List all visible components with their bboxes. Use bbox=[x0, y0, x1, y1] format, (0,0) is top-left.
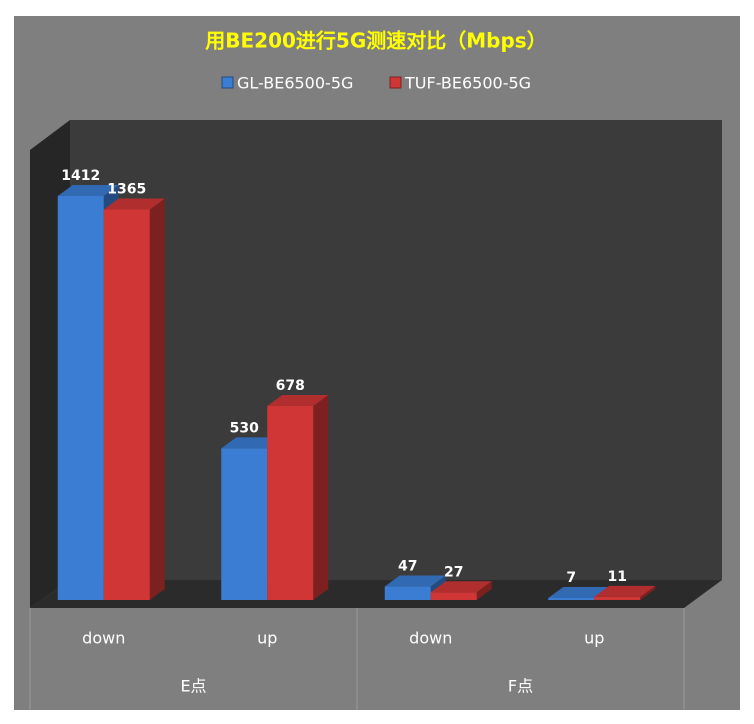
bar-top bbox=[548, 586, 610, 598]
x-tick-label: down bbox=[409, 629, 452, 648]
value-label: 530 bbox=[230, 420, 259, 436]
value-label: 27 bbox=[444, 564, 463, 580]
value-label: 1365 bbox=[107, 181, 146, 197]
group-label: E点 bbox=[180, 677, 206, 696]
bar-top bbox=[57, 185, 119, 196]
floor bbox=[30, 580, 722, 608]
bar-top bbox=[267, 395, 329, 407]
bar bbox=[430, 592, 477, 600]
bar bbox=[594, 596, 641, 600]
bar-top bbox=[103, 198, 165, 210]
bar bbox=[57, 196, 104, 600]
bar-top bbox=[221, 437, 283, 449]
bar bbox=[103, 209, 150, 601]
x-tick-label: up bbox=[584, 629, 604, 648]
legend-label: GL-BE6500-5G bbox=[237, 74, 353, 93]
bar-side bbox=[640, 585, 656, 600]
legend-label: TUF-BE6500-5G bbox=[404, 74, 531, 93]
back-wall bbox=[70, 120, 722, 580]
value-label: 47 bbox=[398, 559, 417, 575]
bar-top bbox=[384, 575, 446, 587]
bar bbox=[267, 406, 314, 600]
bar bbox=[548, 597, 595, 600]
x-tick-label: down bbox=[82, 629, 125, 648]
bar-side bbox=[149, 198, 165, 601]
bar-side bbox=[313, 395, 329, 600]
bar-top bbox=[430, 581, 492, 593]
legend-swatch bbox=[221, 76, 234, 89]
bar-side bbox=[476, 581, 492, 600]
group-label: F点 bbox=[508, 677, 533, 696]
value-label: 11 bbox=[608, 569, 627, 585]
chart-title: 用BE200进行5G测速对比（Mbps） bbox=[205, 29, 546, 53]
value-label: 7 bbox=[566, 570, 576, 586]
bar bbox=[384, 586, 431, 600]
x-tick-label: up bbox=[257, 629, 277, 648]
value-label: 678 bbox=[276, 378, 305, 394]
legend-swatch bbox=[389, 76, 402, 89]
category-grid bbox=[29, 608, 685, 710]
bar bbox=[221, 448, 268, 600]
bar-top bbox=[594, 585, 656, 597]
value-label: 1412 bbox=[61, 168, 100, 184]
